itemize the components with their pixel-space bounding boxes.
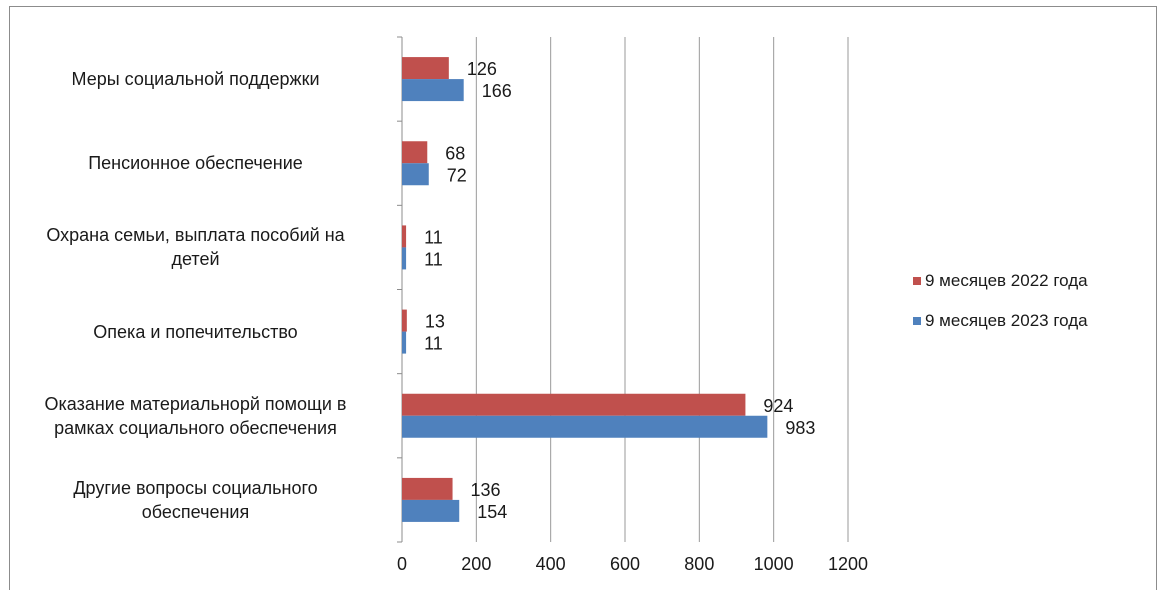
bar-2022	[402, 141, 428, 164]
bar-2023	[402, 499, 460, 522]
bar-2023	[402, 163, 429, 186]
category-label: Охрана семьи, выплата пособий на детей	[46, 225, 345, 270]
data-label: 11	[424, 227, 443, 247]
data-label: 166	[482, 81, 512, 101]
x-tick-label: 1200	[828, 554, 868, 574]
x-tick-label: 200	[461, 554, 491, 574]
data-label: 11	[424, 249, 443, 269]
legend-item: 9 месяцев 2023 года	[913, 311, 1088, 331]
bar-2023	[402, 415, 768, 438]
category-label: Меры социальной поддержки	[71, 69, 320, 90]
x-tick-label: 400	[536, 554, 566, 574]
x-tick-label: 800	[684, 554, 714, 574]
chart-frame	[9, 6, 1157, 590]
category-label: Другие вопросы социального обеспечения	[73, 477, 318, 522]
category-label: Опека и попечительство	[93, 321, 298, 342]
data-label: 11	[424, 334, 443, 354]
bar-2023	[402, 331, 407, 354]
data-label: 154	[477, 502, 507, 522]
bar-2022	[402, 225, 407, 248]
legend-swatch	[913, 277, 921, 285]
data-label: 136	[471, 480, 501, 500]
bar-2023	[402, 247, 407, 270]
data-label: 68	[445, 143, 465, 163]
bar-2022	[402, 393, 746, 416]
data-label: 13	[425, 312, 445, 332]
legend-item: 9 месяцев 2022 года	[913, 271, 1088, 291]
data-label: 983	[785, 418, 815, 438]
x-tick-label: 1000	[754, 554, 794, 574]
bar-2022	[402, 309, 407, 332]
data-label: 126	[467, 59, 497, 79]
category-label: Пенсионное обеспечение	[88, 153, 303, 174]
bar-2022	[402, 477, 453, 500]
x-tick-label: 0	[397, 554, 407, 574]
bar-2023	[402, 79, 464, 102]
bar-2022	[402, 57, 449, 80]
x-tick-label: 600	[610, 554, 640, 574]
data-label: 924	[763, 396, 793, 416]
legend-label: 9 месяцев 2023 года	[925, 311, 1088, 330]
category-label: Оказание материальнорй помощи в рамках с…	[44, 393, 347, 438]
legend-swatch	[913, 317, 921, 325]
legend-label: 9 месяцев 2022 года	[925, 271, 1088, 290]
data-label: 72	[447, 165, 467, 185]
